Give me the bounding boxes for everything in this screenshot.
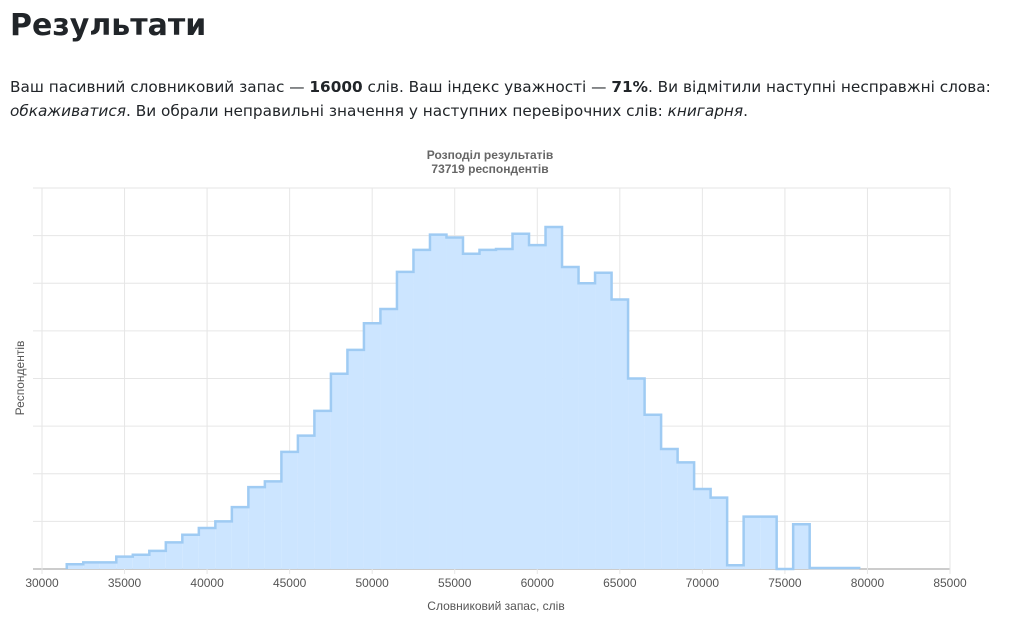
bar: [330, 373, 348, 569]
x-tick-label: 80000: [851, 576, 885, 590]
value: 71%: [611, 78, 648, 96]
bar: [132, 554, 150, 569]
x-tick-label: 45000: [273, 576, 307, 590]
word: книгарня: [667, 102, 744, 120]
bar: [727, 565, 744, 569]
x-tick-label: 60000: [521, 576, 555, 590]
x-tick-label: 50000: [355, 576, 389, 590]
bar: [462, 253, 480, 569]
x-tick-label: 55000: [438, 576, 472, 590]
x-tick-label: 75000: [768, 576, 802, 590]
chart-title: Розподіл результатів: [427, 148, 553, 162]
x-tick-label: 35000: [108, 576, 142, 590]
bar: [611, 299, 629, 569]
bar: [347, 349, 364, 569]
x-tick-label: 30000: [25, 576, 59, 590]
bar: [165, 542, 183, 569]
bar: [496, 248, 513, 569]
bar: [446, 237, 463, 569]
bar: [562, 267, 579, 569]
bar: [793, 524, 810, 569]
bar: [545, 227, 563, 570]
bar: [116, 556, 133, 569]
bar: [83, 562, 100, 569]
bar: [429, 234, 447, 570]
bar: [529, 245, 546, 569]
bar: [297, 435, 315, 569]
bar: [215, 521, 232, 569]
bar: [578, 283, 596, 569]
bar: [595, 272, 612, 569]
value: 16000: [309, 78, 363, 96]
bar: [314, 410, 331, 569]
heading: Результати: [10, 8, 207, 43]
bar: [396, 271, 414, 569]
bar: [281, 451, 298, 569]
chart-subtitle: 73719 респондентів: [431, 162, 548, 176]
bar: [760, 516, 777, 569]
bar: [66, 564, 84, 569]
text: слів. Ваш індекс уважності —: [362, 78, 612, 96]
text: . Ви обрали неправильні значення у насту…: [125, 102, 668, 120]
bar: [479, 249, 496, 569]
bar: [644, 414, 662, 569]
bar: [628, 378, 645, 569]
bar: [248, 487, 265, 569]
bar: [677, 462, 695, 569]
text: Ваш пасивний словниковий запас —: [10, 78, 310, 96]
word: обкаживатися: [10, 102, 126, 120]
bar: [363, 323, 381, 569]
bar-outline: [65, 225, 861, 571]
x-tick-label: 40000: [190, 576, 224, 590]
bar: [694, 488, 711, 569]
bar: [743, 516, 761, 569]
bar: [710, 497, 728, 569]
bar: [264, 481, 282, 569]
x-tick-label: 85000: [933, 576, 967, 590]
x-tick-label: 70000: [686, 576, 720, 590]
bar: [380, 308, 397, 569]
bar: [413, 249, 430, 569]
text: .: [743, 102, 748, 120]
bar: [149, 550, 166, 569]
bar: [231, 507, 249, 569]
x-tick-label: 65000: [603, 576, 637, 590]
bar: [99, 562, 117, 569]
summary: Ваш пасивний словниковий запас — 16000 с…: [10, 75, 1000, 123]
y-axis-label: Респондентів: [13, 341, 27, 416]
text: . Ви відмітили наступні несправжні слова…: [647, 78, 991, 96]
bar: [182, 534, 199, 569]
x-axis-label: Словниковий запас, слів: [427, 599, 564, 613]
bar: [198, 528, 216, 569]
bar: [512, 233, 530, 569]
bar: [661, 448, 678, 569]
